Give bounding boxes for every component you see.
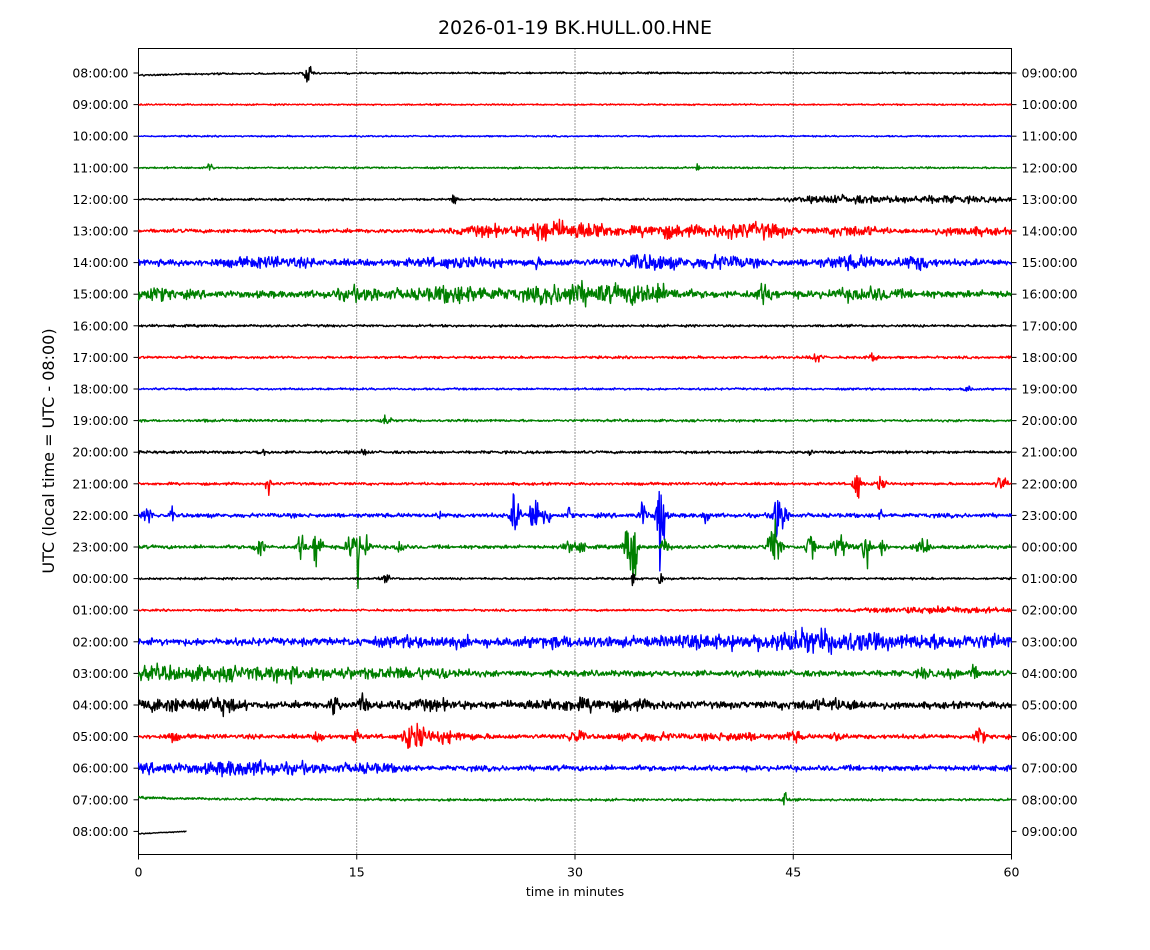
trace-01:00:00 xyxy=(137,605,1013,615)
y-tick-label-left: 05:00:00 xyxy=(72,729,128,744)
y-tick-label-left: 22:00:00 xyxy=(72,508,128,523)
x-tick-label: 0 xyxy=(135,865,143,880)
y-tick-label-right: 19:00:00 xyxy=(1022,382,1078,397)
y-tick-label-right: 21:00:00 xyxy=(1022,445,1078,460)
right-time-axis: 09:00:00 10:00:00 11:00:00 12:00:00 13:00:00… xyxy=(1011,66,1078,839)
y-tick-label-left: 00:00:00 xyxy=(72,571,128,586)
trace-09:00:00 xyxy=(138,103,1012,107)
x-tick-label: 30 xyxy=(567,865,583,880)
trace-12:00:00 xyxy=(138,193,1013,205)
y-tick-label-right: 00:00:00 xyxy=(1022,540,1078,555)
y-tick-label-right: 20:00:00 xyxy=(1022,413,1078,428)
y-tick-label-left: 17:00:00 xyxy=(72,350,128,365)
trace-02:00:00 xyxy=(137,626,1013,655)
y-tick-label-left: 12:00:00 xyxy=(72,192,128,207)
x-tick-label: 60 xyxy=(1004,865,1020,880)
y-tick-label-left: 10:00:00 xyxy=(72,129,128,144)
trace-08:00:00 xyxy=(138,830,187,835)
y-tick-label-left: 04:00:00 xyxy=(72,698,128,713)
trace-15:00:00 xyxy=(137,279,1013,308)
y-tick-label-right: 13:00:00 xyxy=(1022,192,1078,207)
trace-11:00:00 xyxy=(138,163,1012,171)
y-tick-label-right: 15:00:00 xyxy=(1022,255,1078,270)
x-axis: 0 15 30 45 60 xyxy=(135,854,1020,880)
y-tick-label-left: 13:00:00 xyxy=(72,224,128,239)
y-tick-label-right: 07:00:00 xyxy=(1022,761,1078,776)
y-tick-label-right: 14:00:00 xyxy=(1022,224,1078,239)
y-tick-label-right: 11:00:00 xyxy=(1022,129,1078,144)
y-tick-label-right: 08:00:00 xyxy=(1022,792,1078,807)
y-tick-label-left: 14:00:00 xyxy=(72,255,128,270)
y-tick-label-left: 08:00:00 xyxy=(72,824,128,839)
trace-07:00:00 xyxy=(137,791,1012,806)
y-tick-label-left: 06:00:00 xyxy=(72,761,128,776)
y-tick-label-left: 21:00:00 xyxy=(72,476,128,491)
trace-03:00:00 xyxy=(137,662,1013,685)
trace-06:00:00 xyxy=(137,759,1013,778)
traces xyxy=(137,65,1013,835)
y-tick-label-left: 07:00:00 xyxy=(72,792,128,807)
trace-05:00:00 xyxy=(137,722,1013,749)
x-axis-label: time in minutes xyxy=(526,884,624,899)
y-tick-label-right: 22:00:00 xyxy=(1022,476,1078,491)
y-tick-label-right: 05:00:00 xyxy=(1022,698,1078,713)
y-tick-label-right: 18:00:00 xyxy=(1022,350,1078,365)
y-tick-label-right: 16:00:00 xyxy=(1022,287,1078,302)
y-tick-label-left: 20:00:00 xyxy=(72,445,128,460)
y-tick-label-left: 16:00:00 xyxy=(72,318,128,333)
trace-00:00:00 xyxy=(137,572,1012,587)
y-tick-label-right: 12:00:00 xyxy=(1022,160,1078,175)
chart-title: 2026-01-19 BK.HULL.00.HNE xyxy=(438,17,712,39)
trace-10:00:00 xyxy=(138,134,1012,138)
trace-14:00:00 xyxy=(137,253,1013,272)
trace-20:00:00 xyxy=(137,448,1013,456)
y-tick-label-right: 10:00:00 xyxy=(1022,97,1078,112)
y-tick-label-right: 23:00:00 xyxy=(1022,508,1078,523)
trace-22:00:00 xyxy=(137,490,1013,572)
trace-23:00:00 xyxy=(138,518,1012,590)
y-tick-label-right: 06:00:00 xyxy=(1022,729,1078,744)
y-tick-label-right: 02:00:00 xyxy=(1022,603,1078,618)
y-tick-label-right: 01:00:00 xyxy=(1022,571,1078,586)
trace-13:00:00 xyxy=(137,218,1013,242)
y-tick-label-right: 03:00:00 xyxy=(1022,634,1078,649)
trace-21:00:00 xyxy=(137,475,1012,499)
y-tick-label-left: 09:00:00 xyxy=(72,97,128,112)
y-tick-label-left: 01:00:00 xyxy=(72,603,128,618)
y-axis-label: UTC (local time = UTC - 08:00) xyxy=(39,328,58,573)
y-tick-label-left: 08:00:00 xyxy=(72,66,128,81)
y-tick-label-left: 23:00:00 xyxy=(72,540,128,555)
trace-16:00:00 xyxy=(138,323,1012,328)
trace-19:00:00 xyxy=(137,414,1013,425)
y-tick-label-left: 15:00:00 xyxy=(72,287,128,302)
y-tick-label-right: 09:00:00 xyxy=(1022,824,1078,839)
x-tick-label: 15 xyxy=(349,865,365,880)
y-tick-label-left: 02:00:00 xyxy=(72,634,128,649)
trace-17:00:00 xyxy=(138,352,1012,363)
x-tick-label: 45 xyxy=(785,865,801,880)
y-tick-label-right: 09:00:00 xyxy=(1022,66,1078,81)
y-tick-label-left: 11:00:00 xyxy=(72,160,128,175)
y-tick-label-right: 04:00:00 xyxy=(1022,666,1078,681)
trace-18:00:00 xyxy=(138,385,1012,392)
y-tick-label-right: 17:00:00 xyxy=(1022,318,1078,333)
trace-04:00:00 xyxy=(137,692,1013,718)
left-time-axis: 08:00:00 09:00:00 10:00:00 11:00:00 12:00:00… xyxy=(72,66,139,839)
y-tick-label-left: 03:00:00 xyxy=(72,666,128,681)
y-tick-label-left: 18:00:00 xyxy=(72,382,128,397)
trace-08:00:00 xyxy=(138,65,1012,83)
y-tick-label-left: 19:00:00 xyxy=(72,413,128,428)
